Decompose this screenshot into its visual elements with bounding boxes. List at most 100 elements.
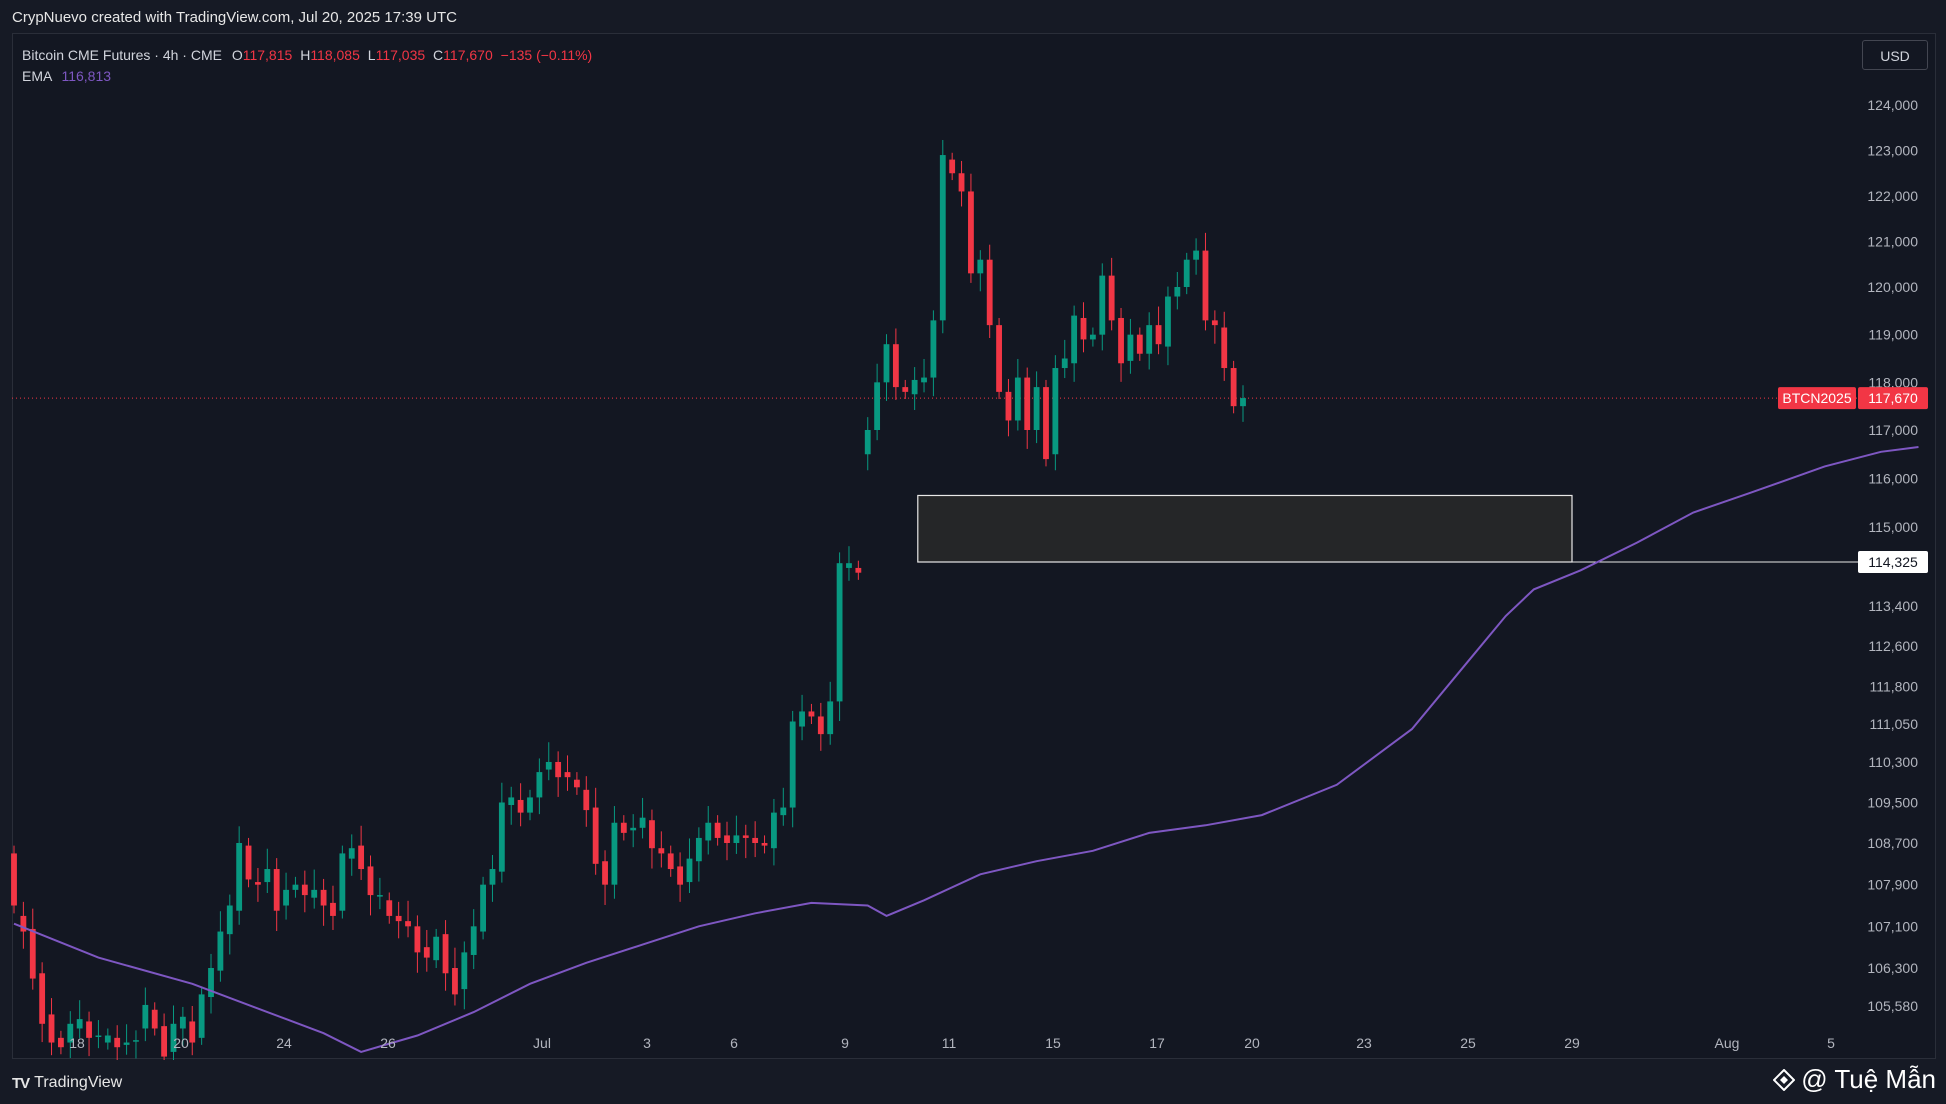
- candle-body[interactable]: [1052, 368, 1059, 455]
- candle-body[interactable]: [630, 827, 637, 831]
- candle-body[interactable]: [864, 430, 871, 455]
- candle-body[interactable]: [376, 895, 383, 897]
- candle-body[interactable]: [20, 915, 27, 932]
- candle-body[interactable]: [330, 902, 336, 916]
- candle-body[interactable]: [395, 915, 402, 922]
- candle-body[interactable]: [724, 835, 730, 843]
- candle-body[interactable]: [639, 817, 646, 828]
- candle-body[interactable]: [968, 191, 974, 274]
- candle-body[interactable]: [677, 866, 684, 885]
- candle-body[interactable]: [245, 845, 252, 880]
- candle-body[interactable]: [1155, 325, 1162, 345]
- candle-body[interactable]: [846, 563, 852, 568]
- candle-body[interactable]: [226, 905, 233, 935]
- candle-body[interactable]: [780, 807, 787, 816]
- candle-body[interactable]: [620, 822, 627, 833]
- candle-body[interactable]: [1089, 334, 1096, 340]
- candle-body[interactable]: [1033, 387, 1040, 430]
- candle-body[interactable]: [11, 853, 17, 906]
- candle-body[interactable]: [977, 259, 984, 274]
- candle-body[interactable]: [892, 344, 899, 388]
- candle-body[interactable]: [649, 820, 655, 849]
- candle-body[interactable]: [1165, 296, 1171, 347]
- candle-body[interactable]: [283, 889, 289, 906]
- candle-body[interactable]: [104, 1035, 111, 1043]
- candle-body[interactable]: [874, 382, 881, 430]
- candle-body[interactable]: [527, 797, 533, 813]
- candle-body[interactable]: [1221, 327, 1228, 369]
- candle-body[interactable]: [1108, 275, 1115, 321]
- candle-body[interactable]: [573, 779, 580, 788]
- candle-body[interactable]: [367, 866, 374, 896]
- candle-body[interactable]: [1183, 259, 1190, 287]
- ema-row[interactable]: EMA 116,813: [22, 66, 592, 87]
- candle-body[interactable]: [76, 1019, 83, 1029]
- candle-body[interactable]: [827, 701, 834, 735]
- candle-body[interactable]: [996, 325, 1002, 392]
- candle-body[interactable]: [789, 721, 796, 808]
- candle-body[interactable]: [536, 772, 543, 798]
- candle-body[interactable]: [686, 858, 693, 883]
- candle-body[interactable]: [583, 789, 590, 811]
- candle-body[interactable]: [855, 567, 862, 573]
- candle-body[interactable]: [958, 173, 965, 192]
- candle-body[interactable]: [273, 869, 280, 911]
- candle-body[interactable]: [799, 711, 805, 727]
- candle-body[interactable]: [170, 1023, 177, 1052]
- candle-body[interactable]: [1230, 368, 1237, 407]
- candle-body[interactable]: [461, 952, 468, 990]
- candle-body[interactable]: [358, 845, 365, 870]
- candle-body[interactable]: [452, 968, 458, 995]
- candle-body[interactable]: [808, 711, 815, 717]
- candle-body[interactable]: [405, 921, 411, 927]
- candle-body[interactable]: [1080, 317, 1087, 340]
- candle-body[interactable]: [386, 900, 393, 916]
- candle-body[interactable]: [564, 772, 571, 778]
- symbol-name[interactable]: Bitcoin CME Futures · 4h · CME: [22, 47, 222, 63]
- candle-body[interactable]: [902, 387, 909, 392]
- candle-body[interactable]: [114, 1037, 121, 1048]
- candle-body[interactable]: [761, 843, 768, 846]
- candle-body[interactable]: [517, 799, 524, 813]
- candle-body[interactable]: [208, 968, 214, 998]
- candle-body[interactable]: [508, 797, 515, 806]
- candle-body[interactable]: [695, 837, 702, 862]
- candle-body[interactable]: [348, 848, 355, 859]
- currency-button[interactable]: USD: [1862, 40, 1928, 70]
- candle-body[interactable]: [29, 928, 36, 979]
- candle-body[interactable]: [339, 853, 346, 911]
- candle-body[interactable]: [433, 936, 440, 961]
- candle-body[interactable]: [949, 159, 956, 174]
- candle-body[interactable]: [414, 926, 421, 953]
- candle-body[interactable]: [1136, 334, 1143, 354]
- candle-body[interactable]: [123, 1042, 130, 1045]
- candle-body[interactable]: [986, 259, 993, 326]
- candle-body[interactable]: [939, 155, 946, 321]
- candle-body[interactable]: [133, 1040, 139, 1042]
- candle-body[interactable]: [151, 1009, 158, 1029]
- candle-body[interactable]: [771, 812, 777, 849]
- candle-body[interactable]: [292, 884, 299, 890]
- candle-body[interactable]: [1043, 387, 1049, 460]
- candle-body[interactable]: [161, 1026, 168, 1057]
- level-price-tag[interactable]: [1858, 551, 1928, 573]
- candle-body[interactable]: [179, 1016, 186, 1029]
- candle-body[interactable]: [1024, 377, 1031, 430]
- tradingview-logo[interactable]: TV TradingView: [12, 1074, 122, 1092]
- candle-body[interactable]: [1174, 287, 1181, 297]
- candle-body[interactable]: [1202, 250, 1209, 321]
- candle-body[interactable]: [470, 926, 477, 955]
- candle-body[interactable]: [602, 861, 608, 885]
- candle-body[interactable]: [58, 1037, 64, 1048]
- candle-body[interactable]: [255, 882, 261, 885]
- candle-body[interactable]: [86, 1021, 92, 1038]
- price-chart[interactable]: 124,000 123,000 122,000 121,000 120,000 119,0…: [0, 0, 1946, 1060]
- candle-body[interactable]: [1240, 398, 1246, 407]
- candle-body[interactable]: [817, 716, 824, 735]
- candle-body[interactable]: [545, 761, 552, 770]
- candle-body[interactable]: [658, 848, 665, 854]
- candle-body[interactable]: [1061, 358, 1068, 369]
- candle-body[interactable]: [1014, 377, 1021, 421]
- ema-line[interactable]: [13, 446, 1919, 1053]
- candle-body[interactable]: [236, 843, 243, 911]
